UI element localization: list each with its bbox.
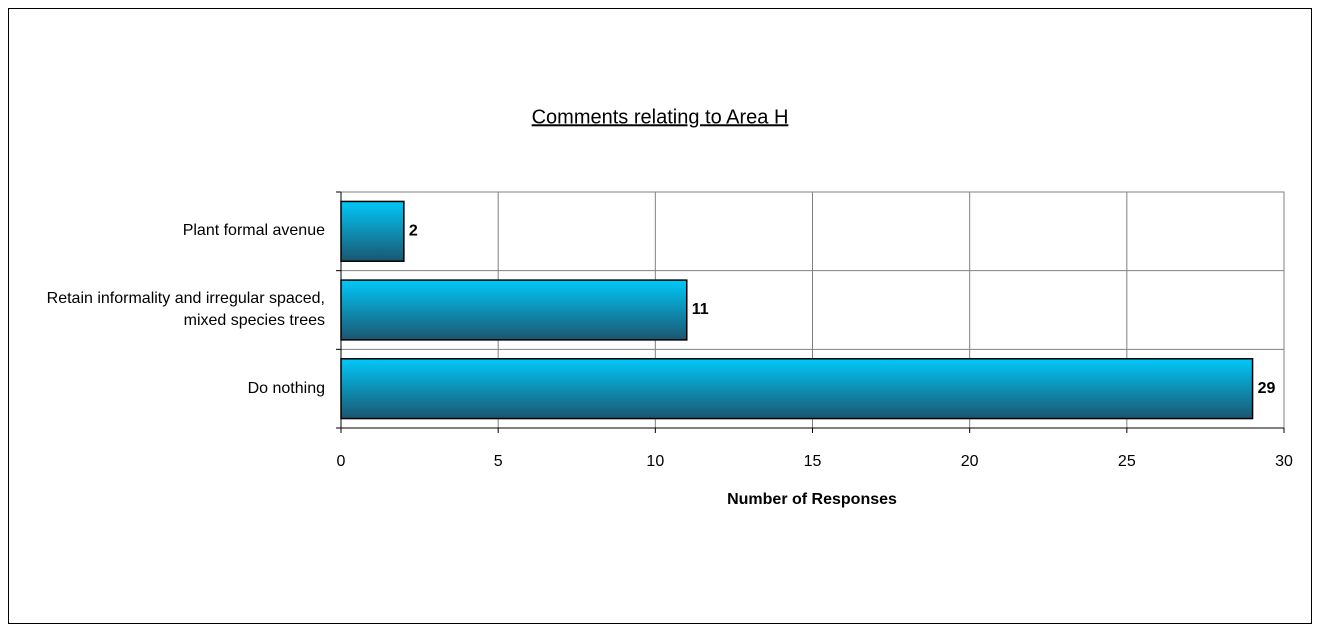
bar [340, 200, 405, 262]
chart-title: Comments relating to Area H [532, 106, 789, 128]
x-axis-label: Number of Responses [727, 491, 897, 508]
x-tick-label: 20 [961, 453, 979, 470]
bar [340, 358, 1254, 420]
value-label: 2 [409, 223, 418, 240]
y-tick-label: Do nothing [247, 379, 325, 397]
value-label: 29 [1258, 380, 1276, 397]
x-tick-label: 0 [337, 453, 346, 470]
x-tick-label: 25 [1118, 453, 1136, 470]
x-tick-label: 5 [494, 453, 503, 470]
bar [340, 279, 688, 341]
x-tick-label: 10 [646, 453, 664, 470]
y-tick-label: Retain informality and irregular spaced,… [46, 290, 325, 329]
value-label: 11 [692, 301, 709, 318]
y-tick-label: Plant formal avenue [182, 222, 325, 240]
x-tick-label: 30 [1275, 453, 1293, 470]
x-tick-label: 15 [804, 453, 822, 470]
